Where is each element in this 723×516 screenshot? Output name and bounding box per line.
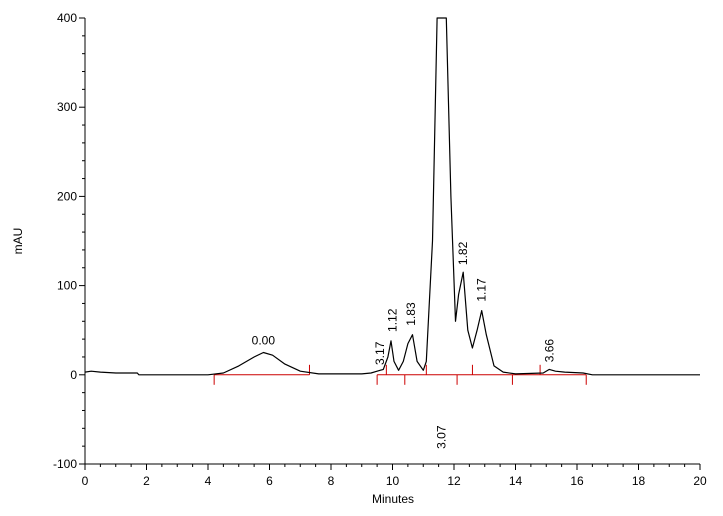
x-tick-label: 0	[82, 474, 89, 488]
peak-labels: 0.00 3.17 1.12 1.83 3.07 1.82 1.17 3.66	[252, 241, 557, 448]
y-tick-label: 100	[57, 279, 77, 293]
peak-label: 3.17	[373, 341, 387, 365]
y-tick-label: -100	[53, 457, 77, 471]
x-tick-label: 2	[143, 474, 150, 488]
y-tick-label: 0	[70, 368, 77, 382]
x-tick-label: 18	[632, 474, 646, 488]
peak-label: 1.12	[386, 308, 400, 332]
x-tick-label: 16	[570, 474, 584, 488]
x-tick-label: 10	[386, 474, 400, 488]
peak-label: 3.66	[542, 339, 556, 363]
axes: 0 2 4 6 8 10 12 14 16 18 20 -100 0 100 200 300 400	[53, 11, 707, 488]
peak-label: 1.82	[456, 241, 470, 265]
x-tick-label: 20	[693, 474, 707, 488]
peak-label: 1.17	[475, 278, 489, 302]
x-tick-label: 6	[266, 474, 273, 488]
y-tick-label: 300	[57, 100, 77, 114]
y-tick-label: 400	[57, 11, 77, 25]
integration-baselines	[213, 364, 587, 385]
x-tick-label: 8	[328, 474, 335, 488]
chromatogram-trace	[84, 17, 700, 376]
x-axis-label: Minutes	[372, 492, 414, 506]
x-tick-label: 14	[509, 474, 523, 488]
peak-label: 1.83	[404, 302, 418, 326]
y-axis-label: mAU	[11, 228, 25, 255]
peak-label: 0.00	[252, 333, 276, 347]
peak-label: 3.07	[435, 425, 449, 449]
trace-layer	[84, 17, 700, 376]
y-tick-label: 200	[57, 189, 77, 203]
x-tick-label: 12	[447, 474, 461, 488]
x-tick-label: 4	[205, 474, 212, 488]
